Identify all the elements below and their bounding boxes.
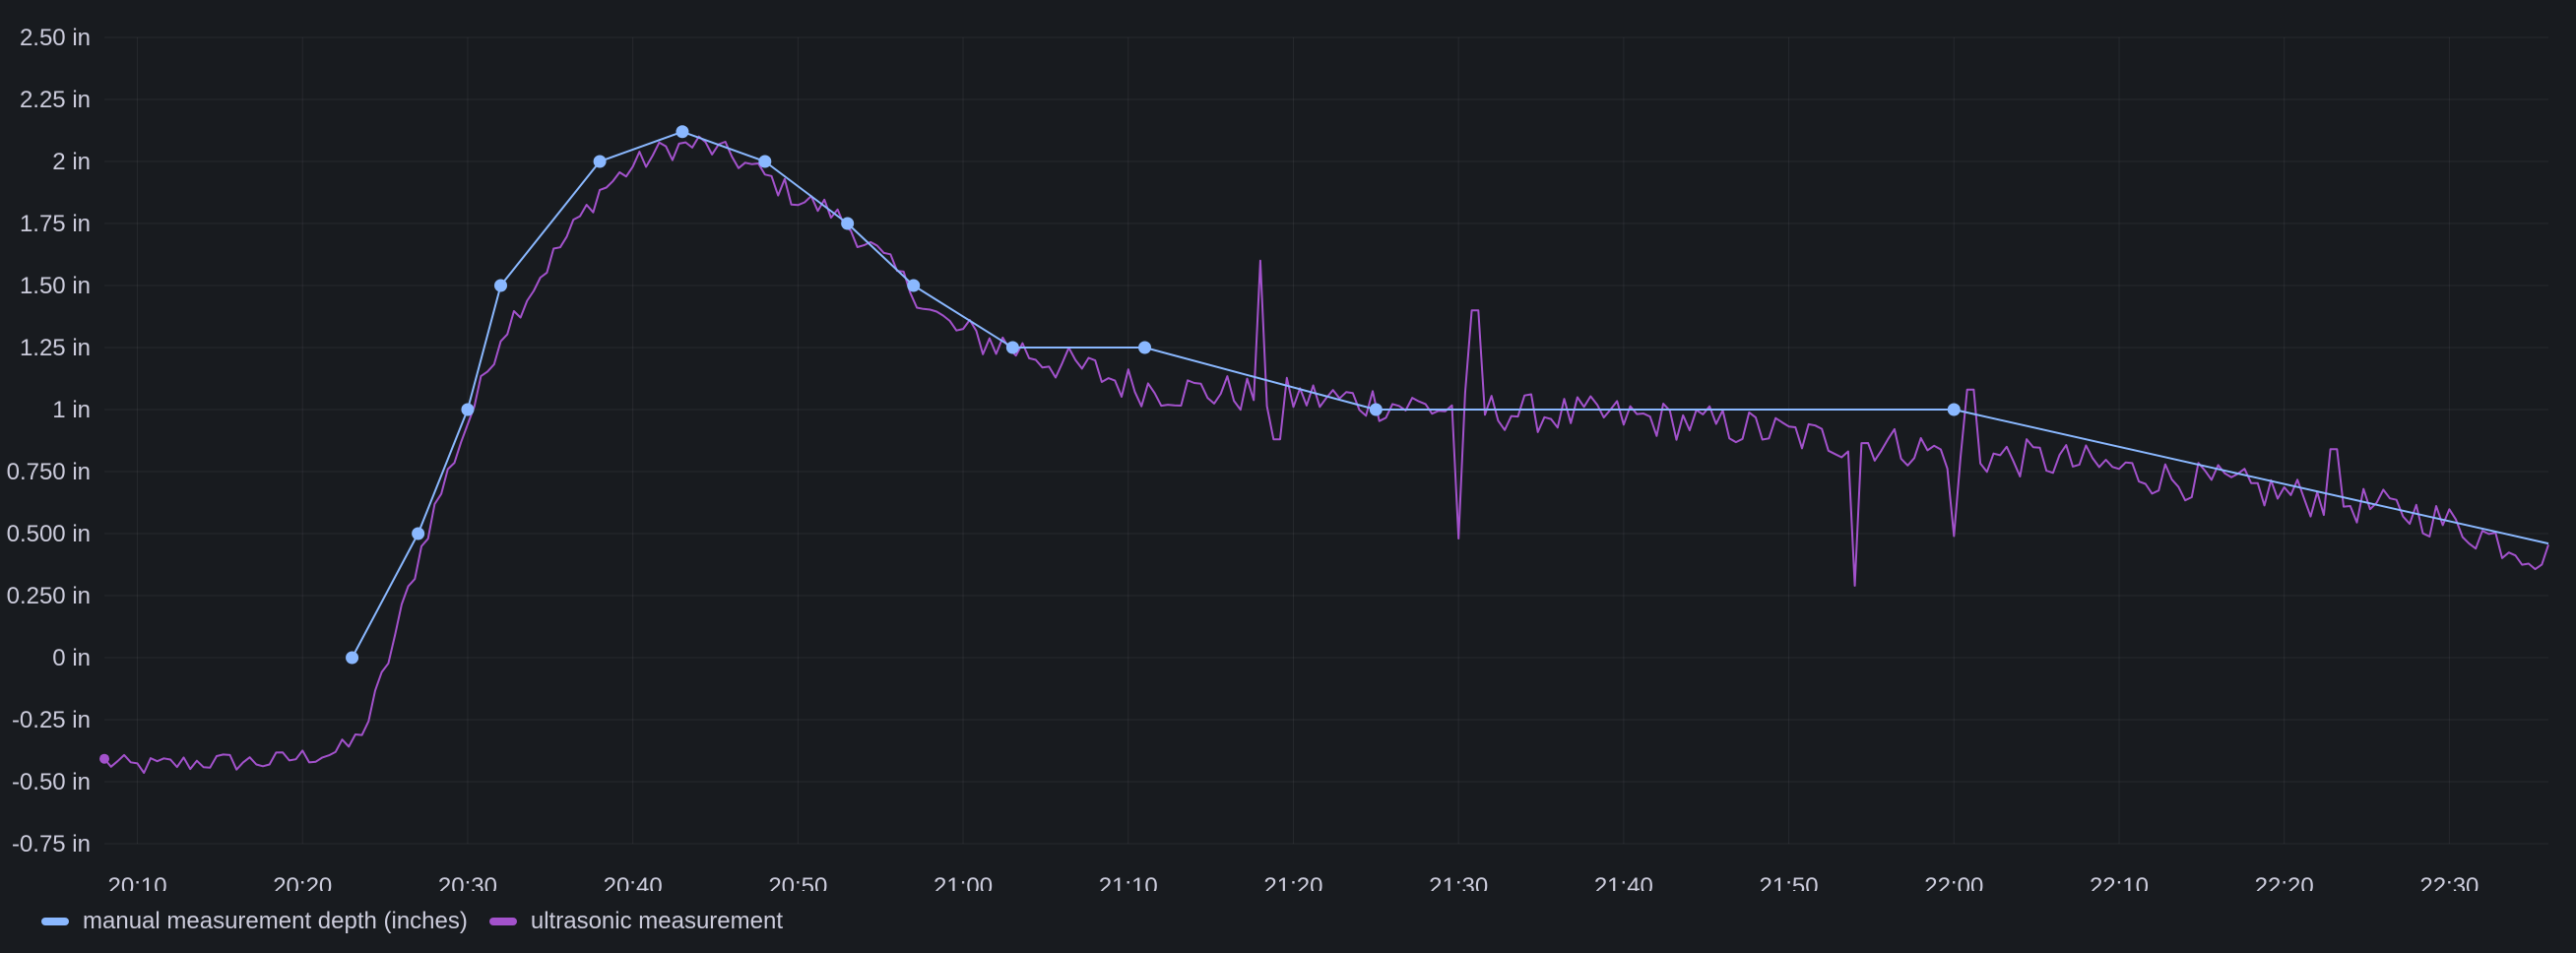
- data-point-manual: [676, 125, 689, 139]
- x-tick-label: 21:00: [934, 873, 993, 891]
- legend-swatch-manual: [41, 918, 69, 925]
- series-line-manual: [351, 130, 2549, 659]
- x-tick-label: 20:10: [108, 873, 167, 891]
- data-point-manual: [1369, 403, 1383, 416]
- x-tick-label: 21:40: [1594, 873, 1653, 891]
- legend: manual measurement depth (inches) ultras…: [41, 908, 783, 935]
- data-point-manual: [758, 155, 772, 168]
- y-tick-label: -0.50 in: [12, 769, 91, 795]
- y-tick-label: 0.500 in: [7, 521, 91, 547]
- data-point-manual: [461, 403, 475, 416]
- x-tick-label: 22:10: [2090, 873, 2149, 891]
- legend-item-manual[interactable]: manual measurement depth (inches): [41, 908, 468, 935]
- data-point-manual: [1005, 341, 1019, 354]
- y-tick-label: 2.25 in: [20, 87, 91, 113]
- legend-label-ultrasonic: ultrasonic measurement: [530, 908, 783, 934]
- y-tick-label: 0.250 in: [7, 583, 91, 609]
- x-tick-label: 21:10: [1099, 873, 1158, 891]
- data-point-manual: [412, 527, 425, 540]
- data-point-manual: [1138, 341, 1152, 354]
- line-chart: 2.50 in 2.25 in 2 in 1.75 in 1.50 in 1.25 in 1…: [7, 25, 2549, 891]
- x-tick-label: 22:30: [2419, 873, 2479, 891]
- legend-item-ultrasonic[interactable]: ultrasonic measurement: [488, 908, 783, 935]
- x-tick-label: 20:40: [604, 873, 663, 891]
- data-point-ultrasonic: [99, 753, 109, 764]
- y-tick-label: 0 in: [52, 645, 91, 671]
- x-tick-label: 21:50: [1760, 873, 1819, 891]
- data-point-manual: [346, 651, 359, 665]
- data-point-manual: [907, 279, 921, 292]
- y-tick-label: 0.750 in: [7, 459, 91, 485]
- data-point-manual: [593, 155, 607, 168]
- series-line-ultrasonic: [103, 135, 2549, 774]
- x-tick-label: 21:30: [1429, 873, 1488, 891]
- y-tick-label: 2 in: [52, 149, 91, 175]
- y-tick-label: 1.75 in: [20, 211, 91, 237]
- legend-label-manual: manual measurement depth (inches): [83, 908, 468, 934]
- y-tick-label: -0.25 in: [12, 707, 91, 733]
- x-tick-label: 21:20: [1263, 873, 1322, 891]
- y-tick-label: 2.50 in: [20, 25, 91, 51]
- data-point-manual: [493, 279, 507, 292]
- x-tick-label: 20:50: [768, 873, 827, 891]
- y-tick-label: 1 in: [52, 397, 91, 423]
- x-tick-label: 22:00: [1924, 873, 1983, 891]
- x-tick-label: 20:30: [438, 873, 497, 891]
- x-tick-label: 20:20: [273, 873, 332, 891]
- y-tick-label: 1.25 in: [20, 335, 91, 361]
- x-tick-label: 22:20: [2255, 873, 2314, 891]
- data-point-manual: [1947, 403, 1961, 416]
- y-tick-label: -0.75 in: [12, 831, 91, 858]
- data-point-manual: [841, 217, 855, 230]
- legend-swatch-ultrasonic: [488, 918, 517, 925]
- y-tick-label: 1.50 in: [20, 273, 91, 299]
